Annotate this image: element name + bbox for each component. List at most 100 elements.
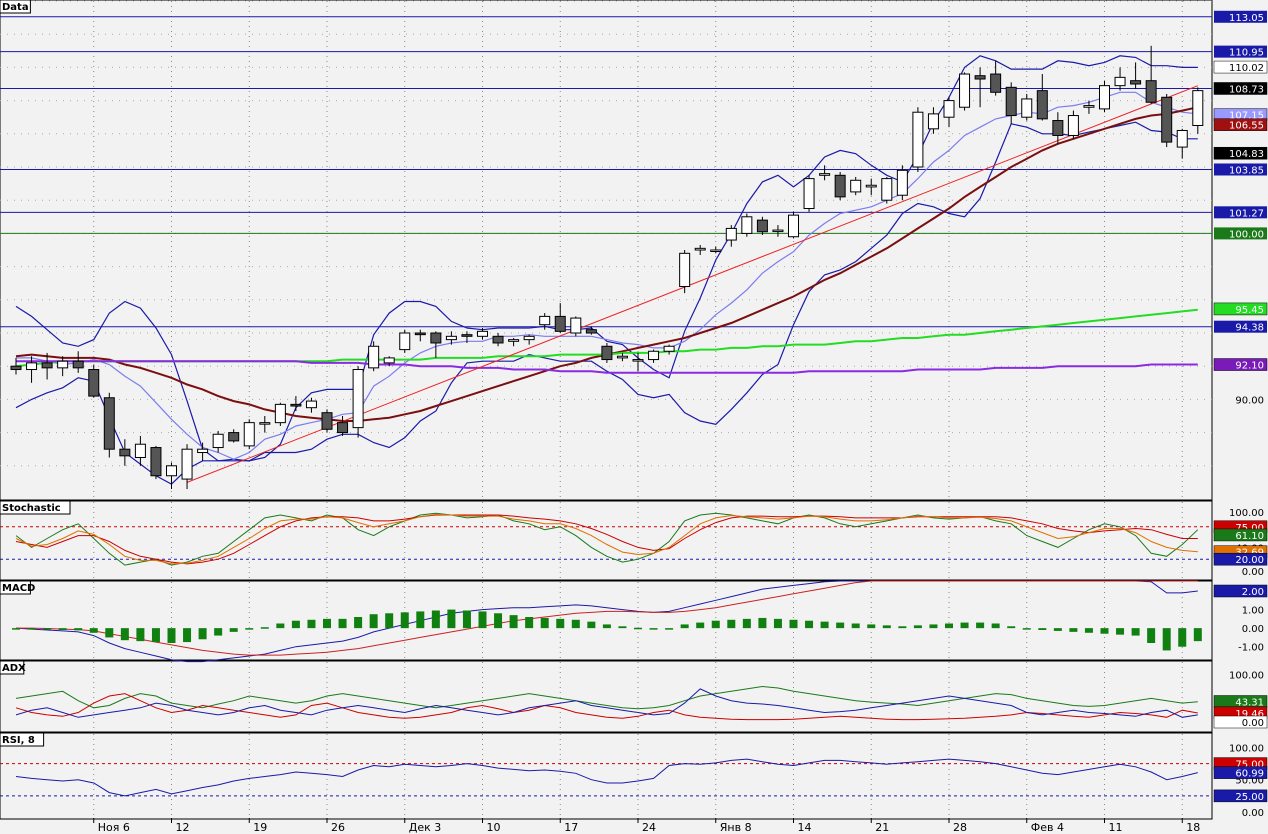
macd-bar: [276, 623, 285, 629]
candle: [601, 342, 613, 363]
stochastic-line: [15, 512, 1199, 566]
candle: [57, 356, 69, 377]
macd-bar: [696, 622, 705, 629]
macd-value-tag: [1213, 584, 1268, 598]
macd-bar: [369, 614, 378, 629]
candle-body: [461, 334, 473, 337]
macd-bar: [1084, 628, 1093, 633]
candle-body: [274, 403, 286, 424]
price-value-tag-label: 95.45: [1235, 305, 1264, 316]
price-level-tag-label: 113.05: [1229, 13, 1264, 24]
macd-bar: [556, 618, 565, 629]
macd-bar: [773, 618, 782, 629]
overlay-line: [16, 91, 1198, 460]
macd-bar: [649, 628, 658, 630]
candle: [896, 165, 908, 201]
macd-bar: [291, 620, 300, 629]
horizontal-lines: [0, 16, 1212, 328]
macd-bar: [1038, 628, 1047, 630]
macd-bar: [976, 622, 985, 629]
macd-tick-label: -1.00: [1238, 643, 1264, 654]
candle-body: [1052, 120, 1064, 136]
macd-bar: [167, 628, 176, 643]
rsi-value-tag: [1213, 789, 1268, 803]
macd-line: [16, 580, 1198, 656]
stochastic-value-tag-label: 61.10: [1235, 531, 1264, 542]
candle: [134, 435, 146, 466]
candle-body: [150, 447, 162, 477]
stochastic-title: Stochastic: [2, 503, 61, 514]
candle-body: [57, 360, 69, 369]
candle-body: [1036, 90, 1048, 120]
price-tick-label: 90.00: [1235, 395, 1264, 406]
candle: [1083, 100, 1095, 114]
macd-tick-label: 1.00: [1242, 606, 1264, 617]
candle-body: [290, 403, 302, 407]
candle-body: [134, 443, 146, 459]
macd-bar: [867, 624, 876, 629]
candle-body: [337, 422, 349, 434]
candle-body: [772, 229, 784, 233]
macd-bar: [742, 618, 751, 629]
rsi-value-tag-label: 60.99: [1235, 769, 1264, 780]
candle: [616, 352, 628, 362]
x-axis-label: 26: [331, 821, 345, 834]
adx-value-tag-label: 43.31: [1235, 698, 1264, 709]
macd-bar: [525, 617, 534, 629]
macd-bar: [991, 623, 1000, 629]
candle: [41, 352, 53, 380]
candle: [445, 331, 457, 345]
macd-bar: [27, 628, 36, 630]
candle: [881, 176, 893, 204]
candle-body: [103, 397, 115, 450]
stochastic-value-tag: [1213, 552, 1268, 566]
candle-body: [803, 178, 815, 209]
macd-bar: [307, 619, 316, 629]
adx-value-tag-label: 19.46: [1235, 709, 1264, 720]
candle-body: [1161, 96, 1173, 143]
macd-bar: [260, 627, 269, 629]
x-axis-label: Дек 3: [409, 821, 442, 834]
candle-body: [197, 448, 209, 454]
macd-bar: [1007, 626, 1016, 629]
price-axis: 90.00100.0080.0060.0040.0020.000.001.000…: [1213, 10, 1268, 819]
candle: [834, 171, 846, 201]
candle-body: [1176, 129, 1188, 148]
price-value-tag-label: 110.02: [1229, 63, 1264, 74]
macd-bar: [1022, 628, 1031, 630]
price-value-tag: [1213, 60, 1268, 74]
stochastic-value-tag-label: 20.00: [1235, 555, 1264, 566]
macd-bar: [509, 615, 518, 629]
candle-body: [974, 75, 986, 80]
candle: [741, 213, 753, 237]
candle: [430, 331, 442, 358]
candle: [974, 67, 986, 108]
price-value-tag: [1213, 358, 1268, 371]
macd-bar: [400, 612, 409, 629]
macd-bar: [58, 628, 67, 630]
candle: [383, 356, 395, 367]
candle-body: [601, 345, 613, 361]
candle: [228, 429, 240, 443]
candle: [477, 328, 488, 340]
candle-body: [881, 178, 893, 201]
candle: [274, 402, 286, 426]
macd-bar: [1178, 628, 1187, 647]
candle: [181, 444, 193, 490]
macd-bar: [89, 628, 98, 633]
candle-body: [259, 422, 271, 425]
macd-bar: [245, 628, 254, 630]
macd-bar: [571, 619, 580, 629]
macd-bar: [12, 628, 20, 630]
price-level-tag: [1214, 206, 1267, 219]
x-axis-label: 14: [798, 821, 812, 834]
candle-body: [523, 335, 535, 341]
macd-bar: [1100, 628, 1109, 634]
candle-body: [912, 111, 924, 168]
candle-body: [1005, 86, 1017, 117]
candle-body: [352, 369, 364, 429]
candle-body: [990, 73, 1002, 93]
macd-bar: [447, 609, 456, 629]
candle-body: [741, 216, 753, 234]
